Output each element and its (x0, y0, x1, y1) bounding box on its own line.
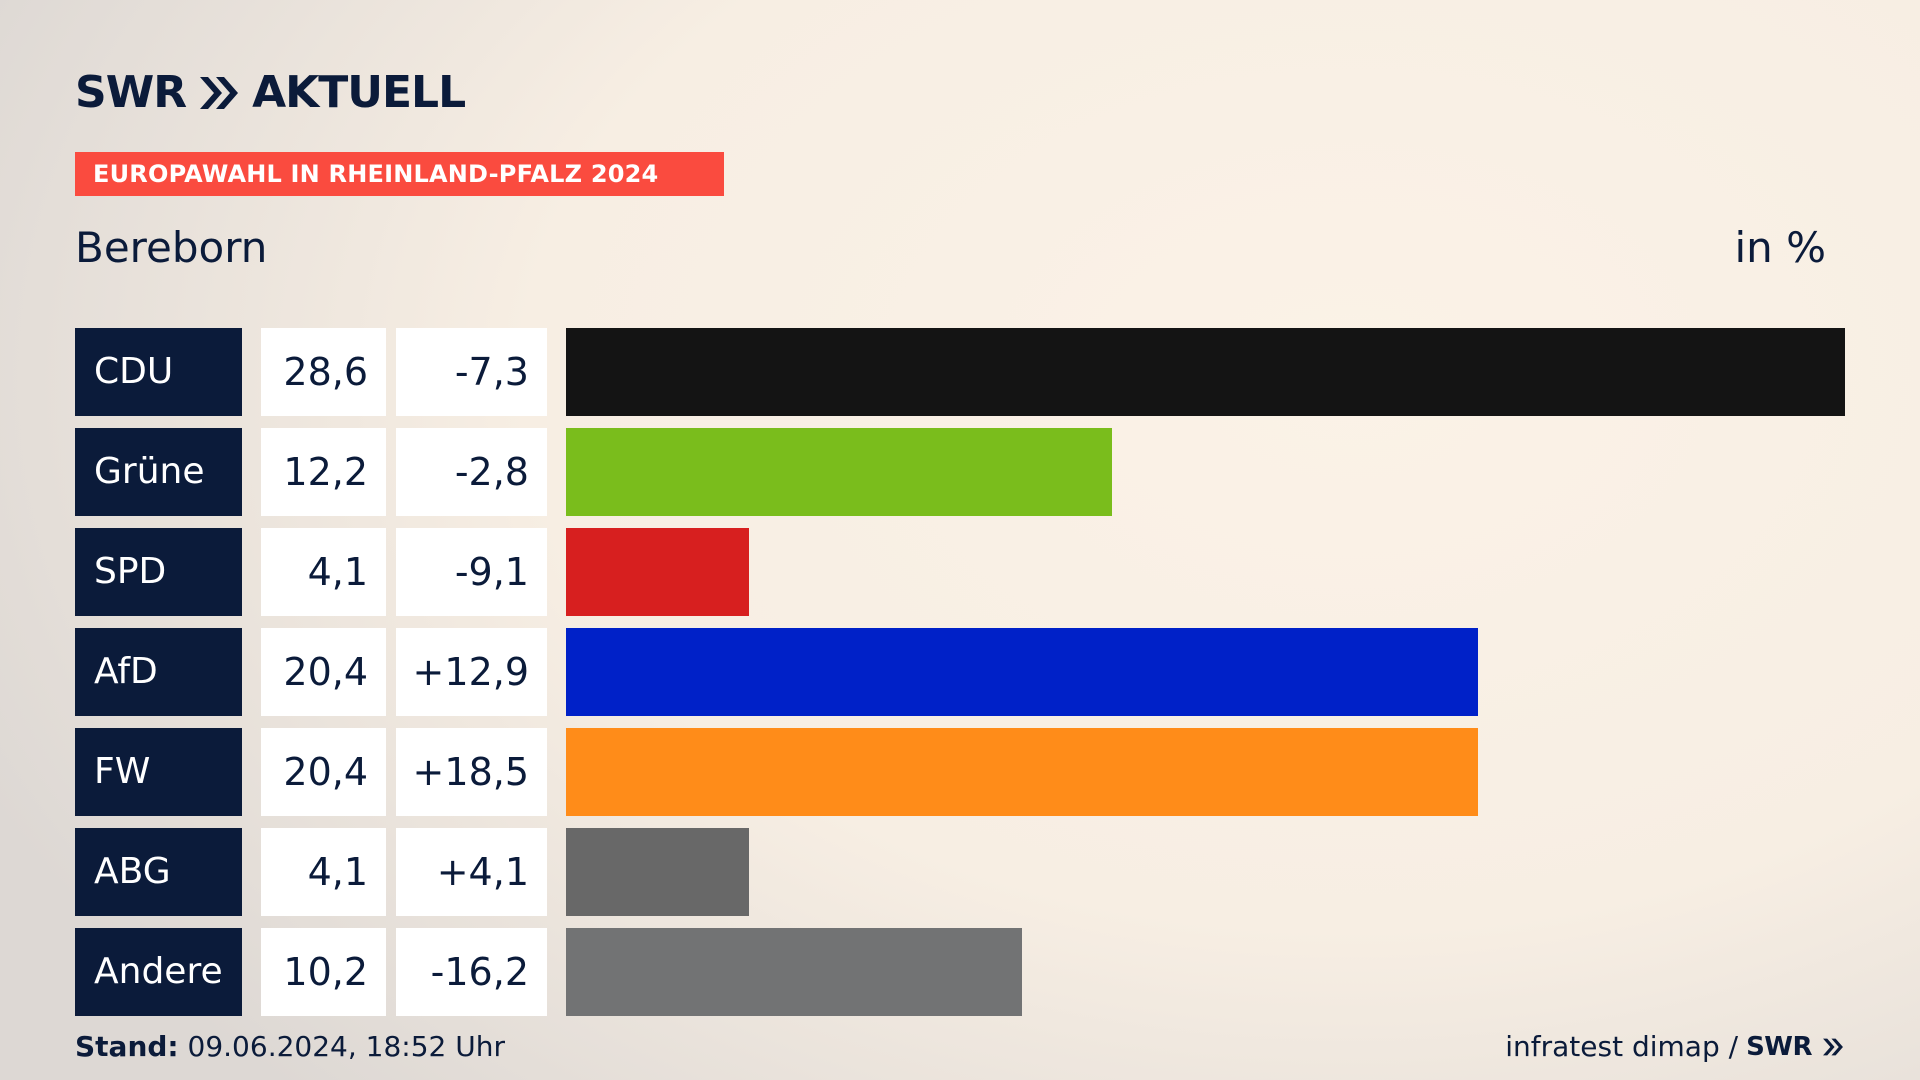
party-label: Andere (75, 928, 242, 1016)
small-chevrons-icon (1823, 1038, 1843, 1056)
result-bar (566, 428, 1112, 516)
result-bar (566, 828, 749, 916)
swr-small-logo: SWR (1746, 1032, 1812, 1062)
chevrons-icon (200, 77, 239, 109)
logo-text: SWR (75, 67, 187, 118)
result-bar (566, 328, 1845, 416)
logo-suffix: AKTUELL (252, 67, 466, 118)
vote-difference: -2,8 (396, 428, 547, 516)
party-label: CDU (75, 328, 242, 416)
swr-aktuell-logo: SWR AKTUELL (75, 67, 466, 118)
vote-difference: +4,1 (396, 828, 547, 916)
party-label: FW (75, 728, 242, 816)
unit-label: in % (1734, 223, 1826, 272)
source-text: infratest dimap / (1505, 1030, 1739, 1063)
location-title: Bereborn (75, 223, 268, 272)
vote-share: 20,4 (261, 728, 386, 816)
vote-share: 28,6 (261, 328, 386, 416)
timestamp: Stand: 09.06.2024, 18:52 Uhr (75, 1030, 505, 1064)
party-label: Grüne (75, 428, 242, 516)
result-row: CDU 28,6 -7,3 (0, 328, 1920, 416)
result-row: AfD 20,4 +12,9 (0, 628, 1920, 716)
result-row: ABG 4,1 +4,1 (0, 828, 1920, 916)
result-bar (566, 628, 1478, 716)
result-row: FW 20,4 +18,5 (0, 728, 1920, 816)
result-row: Grüne 12,2 -2,8 (0, 428, 1920, 516)
vote-share: 12,2 (261, 428, 386, 516)
vote-difference: -16,2 (396, 928, 547, 1016)
vote-share: 4,1 (261, 828, 386, 916)
result-bar (566, 528, 749, 616)
vote-difference: -9,1 (396, 528, 547, 616)
party-label: AfD (75, 628, 242, 716)
vote-difference: +18,5 (396, 728, 547, 816)
vote-share: 10,2 (261, 928, 386, 1016)
vote-share: 20,4 (261, 628, 386, 716)
vote-difference: -7,3 (396, 328, 547, 416)
party-label: SPD (75, 528, 242, 616)
vote-difference: +12,9 (396, 628, 547, 716)
result-bar (566, 928, 1022, 1016)
election-banner: EUROPAWAHL IN RHEINLAND-PFALZ 2024 (75, 152, 724, 196)
timestamp-label: Stand: (75, 1030, 179, 1063)
result-row: SPD 4,1 -9,1 (0, 528, 1920, 616)
party-label: ABG (75, 828, 242, 916)
source-credit: infratest dimap / SWR (1505, 1030, 1844, 1064)
timestamp-value: 09.06.2024, 18:52 Uhr (187, 1030, 505, 1063)
vote-share: 4,1 (261, 528, 386, 616)
result-bar (566, 728, 1478, 816)
result-row: Andere 10,2 -16,2 (0, 928, 1920, 1016)
